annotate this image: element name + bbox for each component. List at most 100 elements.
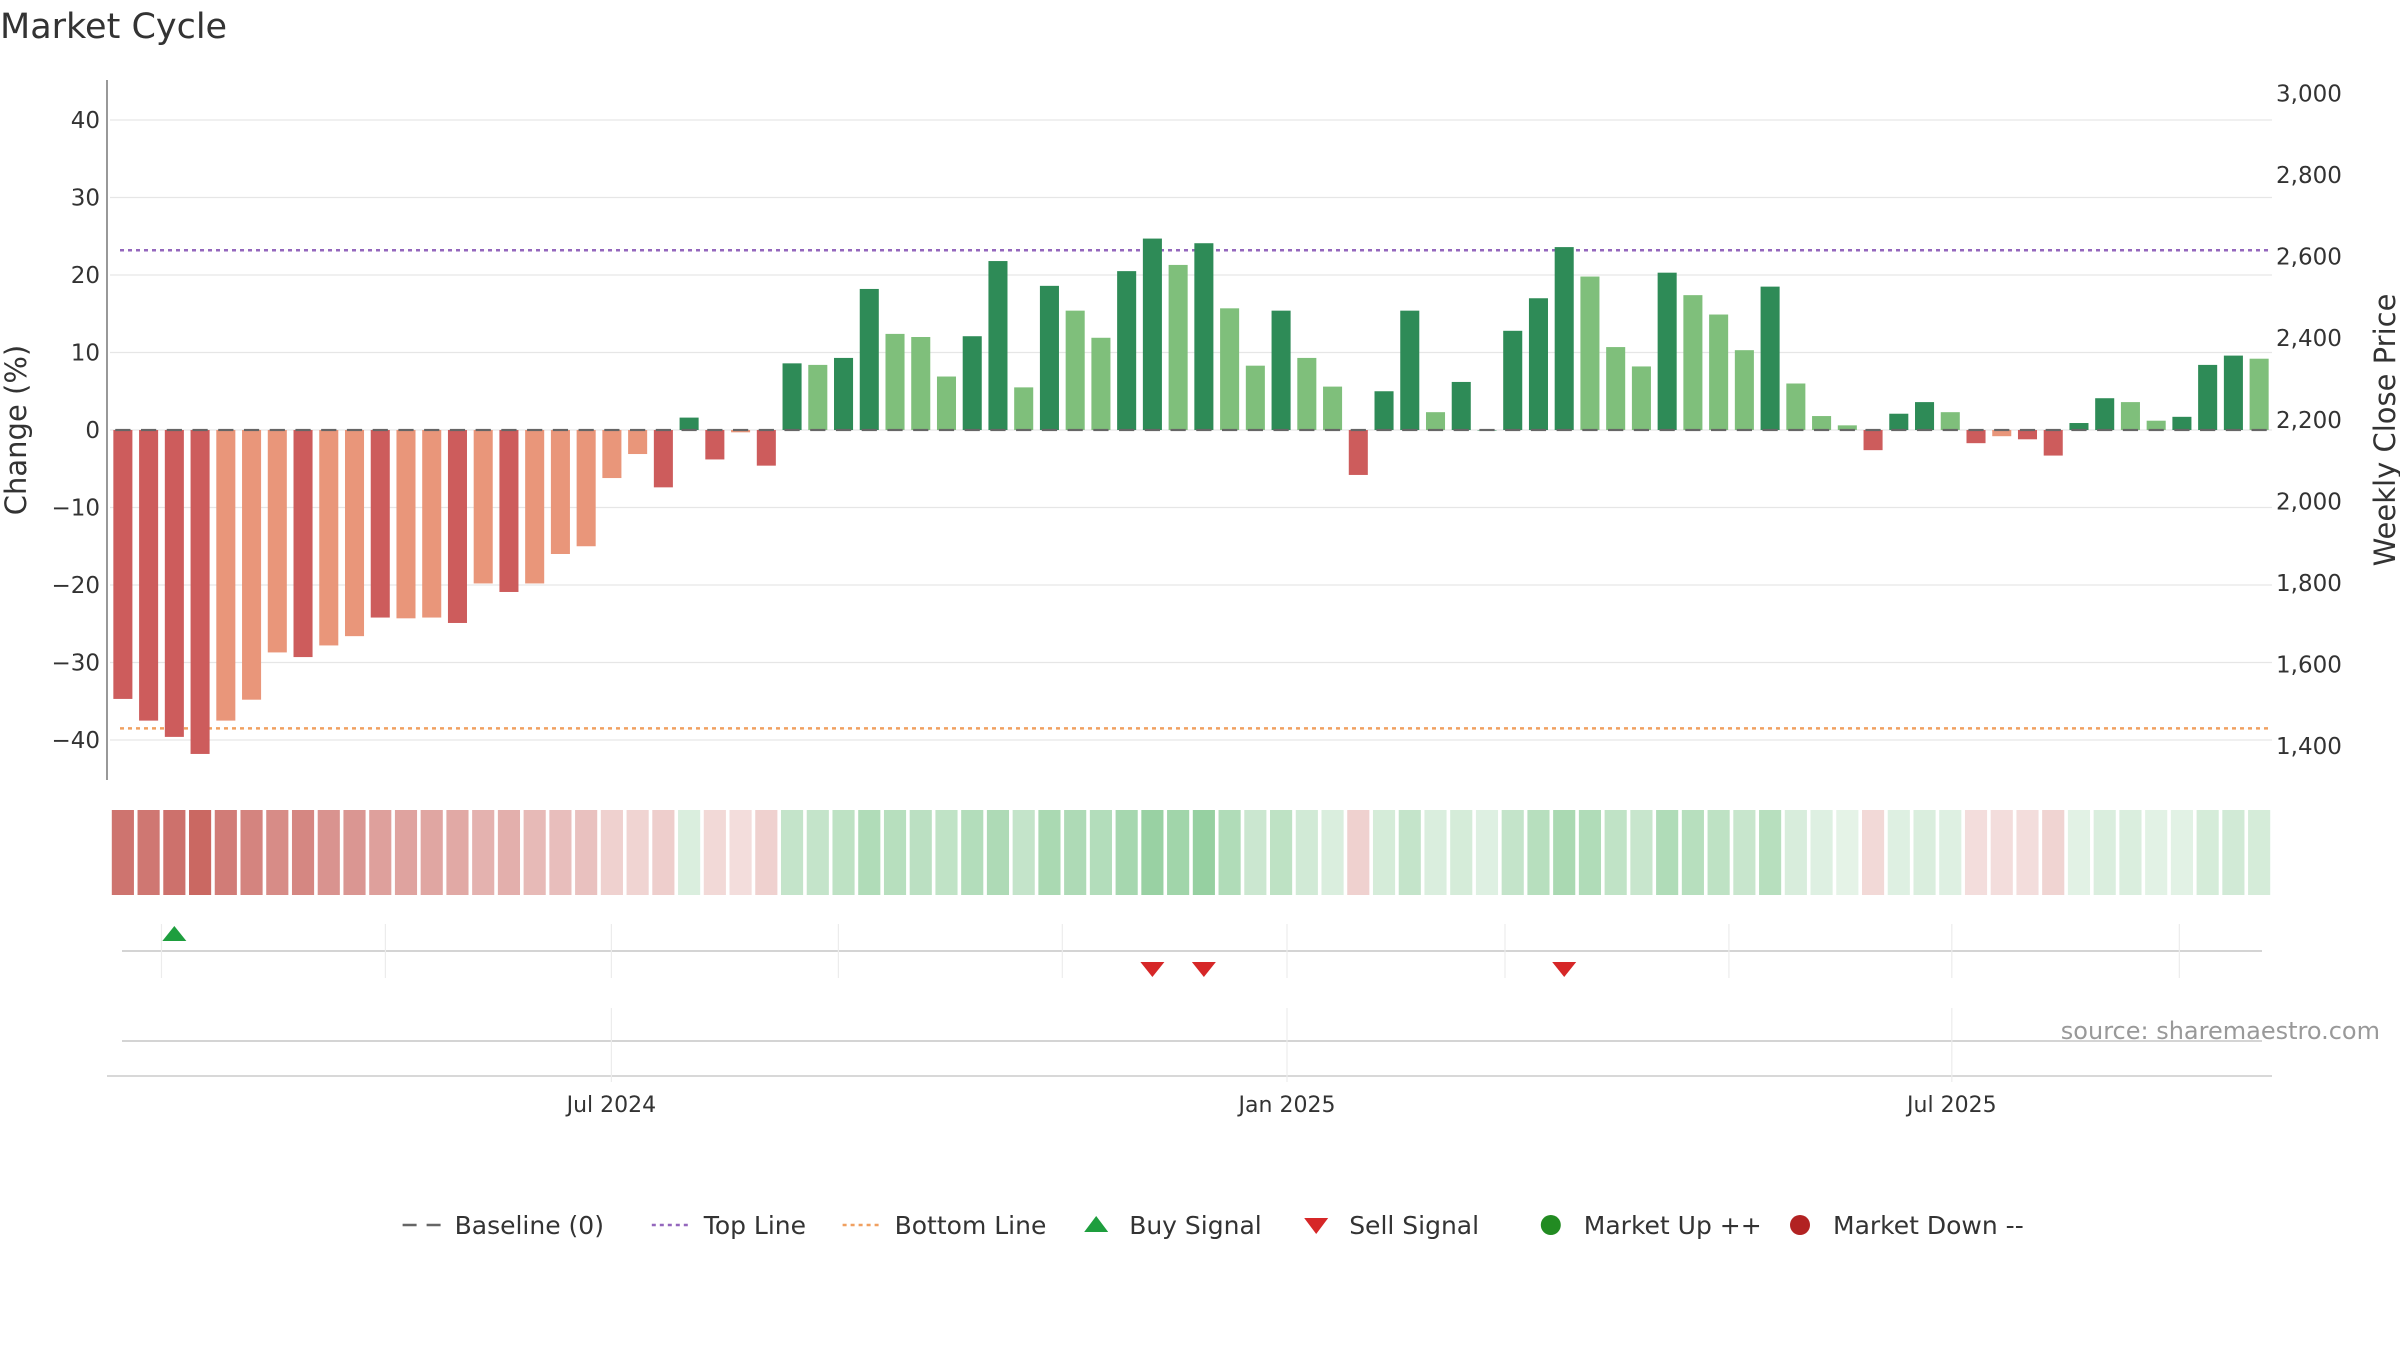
bar bbox=[190, 430, 210, 754]
legend-symbol bbox=[1540, 1215, 1561, 1235]
heat-cell bbox=[394, 810, 418, 895]
bar bbox=[550, 430, 570, 554]
legend-item: Buy Signal bbox=[1084, 1211, 1262, 1240]
bar bbox=[2198, 364, 2218, 430]
bar bbox=[1734, 350, 1754, 430]
heat-cell bbox=[806, 810, 829, 895]
date-tick-label: Jan 2025 bbox=[1237, 1093, 1336, 1118]
bar bbox=[1039, 285, 1059, 430]
heat-cell bbox=[626, 810, 649, 895]
y2-tick-label: 2,400 bbox=[2276, 326, 2342, 352]
heat-cell bbox=[1398, 810, 1421, 895]
legend-item: Top Line bbox=[651, 1211, 806, 1240]
bar bbox=[936, 376, 957, 430]
heat-cell bbox=[1527, 810, 1550, 895]
y2-axis-label: Weekly Close Price bbox=[2368, 294, 2400, 567]
y-tick-labels-left: 40 30 20 10 0 −10 −20 −30 −40 bbox=[51, 108, 100, 754]
bar bbox=[1915, 402, 1935, 430]
heat-cell bbox=[1681, 810, 1704, 895]
heat-cell bbox=[2016, 810, 2039, 895]
heat-cell bbox=[1244, 810, 1267, 895]
y-tick-label: −30 bbox=[51, 651, 100, 677]
heat-cell bbox=[1475, 810, 1499, 895]
heat-cell bbox=[1295, 810, 1318, 895]
legend-label: Baseline (0) bbox=[455, 1211, 604, 1240]
y-tick-label: 0 bbox=[85, 418, 100, 444]
bar bbox=[1889, 413, 1909, 430]
bar bbox=[756, 430, 776, 466]
heat-cell bbox=[986, 810, 1010, 895]
bar bbox=[319, 430, 339, 646]
date-panel: Jul 2024 Jan 2025 Jul 2025 bbox=[107, 1008, 2272, 1118]
bar bbox=[2017, 430, 2038, 440]
heat-cell bbox=[935, 810, 958, 895]
bar bbox=[885, 333, 905, 430]
bar bbox=[1683, 295, 1703, 430]
bar bbox=[859, 288, 879, 430]
bar bbox=[1348, 430, 1368, 475]
heat-cell bbox=[549, 810, 572, 895]
legend-item: Baseline (0) bbox=[402, 1211, 604, 1240]
heat-cell bbox=[111, 810, 134, 895]
bar bbox=[1323, 386, 1343, 430]
bar bbox=[1812, 416, 1832, 430]
heat-cell bbox=[1372, 810, 1396, 895]
heat-cell bbox=[703, 810, 726, 895]
heat-cell bbox=[1012, 810, 1035, 895]
bar bbox=[1528, 298, 1548, 430]
heat-cell bbox=[291, 810, 315, 895]
heat-cell bbox=[266, 810, 289, 895]
heat-cell bbox=[1887, 810, 1910, 895]
legend: Baseline (0) Top Line Bottom Line Buy Signa… bbox=[402, 1211, 2024, 1240]
bar bbox=[1142, 238, 1162, 430]
heat-cell bbox=[1913, 810, 1936, 895]
bar bbox=[679, 417, 699, 430]
bar bbox=[1657, 272, 1677, 430]
heat-cell bbox=[1990, 810, 2013, 895]
heat-cell bbox=[1964, 810, 1988, 895]
heat-cell bbox=[1578, 810, 1602, 895]
heat-cell bbox=[1141, 810, 1164, 895]
bar bbox=[1580, 276, 1600, 430]
bar bbox=[705, 430, 725, 460]
y-axis-label: Change (%) bbox=[0, 345, 33, 515]
bar bbox=[1194, 243, 1214, 430]
legend-label: Buy Signal bbox=[1129, 1211, 1262, 1240]
y2-tick-label: 2,000 bbox=[2276, 489, 2342, 515]
heat-cell bbox=[858, 810, 881, 895]
heat-cell bbox=[1064, 810, 1087, 895]
sell-signal-marker bbox=[1140, 962, 1165, 977]
heat-cell bbox=[2042, 810, 2065, 895]
heat-cell bbox=[961, 810, 984, 895]
heat-cell bbox=[1347, 810, 1370, 895]
bar bbox=[1400, 310, 1420, 430]
bar bbox=[653, 430, 673, 488]
heat-cell bbox=[1424, 810, 1447, 895]
heat-cell bbox=[780, 810, 804, 895]
heat-cell bbox=[729, 810, 752, 895]
heat-cell bbox=[497, 810, 521, 895]
heat-cell bbox=[1450, 810, 1473, 895]
date-tick-label: Jul 2024 bbox=[565, 1093, 657, 1118]
y2-tick-label: 1,400 bbox=[2276, 734, 2342, 760]
heat-cell bbox=[1501, 810, 1524, 895]
y-tick-label: −20 bbox=[51, 573, 100, 599]
bar bbox=[1786, 383, 1806, 430]
bar bbox=[396, 430, 416, 619]
bar bbox=[164, 430, 184, 737]
heat-cell bbox=[652, 810, 675, 895]
legend-symbol bbox=[1790, 1215, 1810, 1235]
y2-tick-label: 1,600 bbox=[2276, 653, 2342, 679]
bar bbox=[1837, 425, 1857, 430]
bar bbox=[1631, 366, 1651, 430]
bar bbox=[1451, 381, 1471, 430]
bar bbox=[1065, 310, 1085, 430]
date-tick-label: Jul 2025 bbox=[1905, 1093, 1997, 1118]
bar bbox=[628, 430, 648, 455]
source-text: source: sharemaestro.com bbox=[2061, 1017, 2380, 1045]
heat-cell bbox=[343, 810, 366, 895]
bar bbox=[782, 363, 802, 430]
sell-signal-marker bbox=[1191, 962, 1216, 977]
legend-item: Bottom Line bbox=[842, 1211, 1046, 1240]
bar bbox=[2146, 420, 2166, 430]
